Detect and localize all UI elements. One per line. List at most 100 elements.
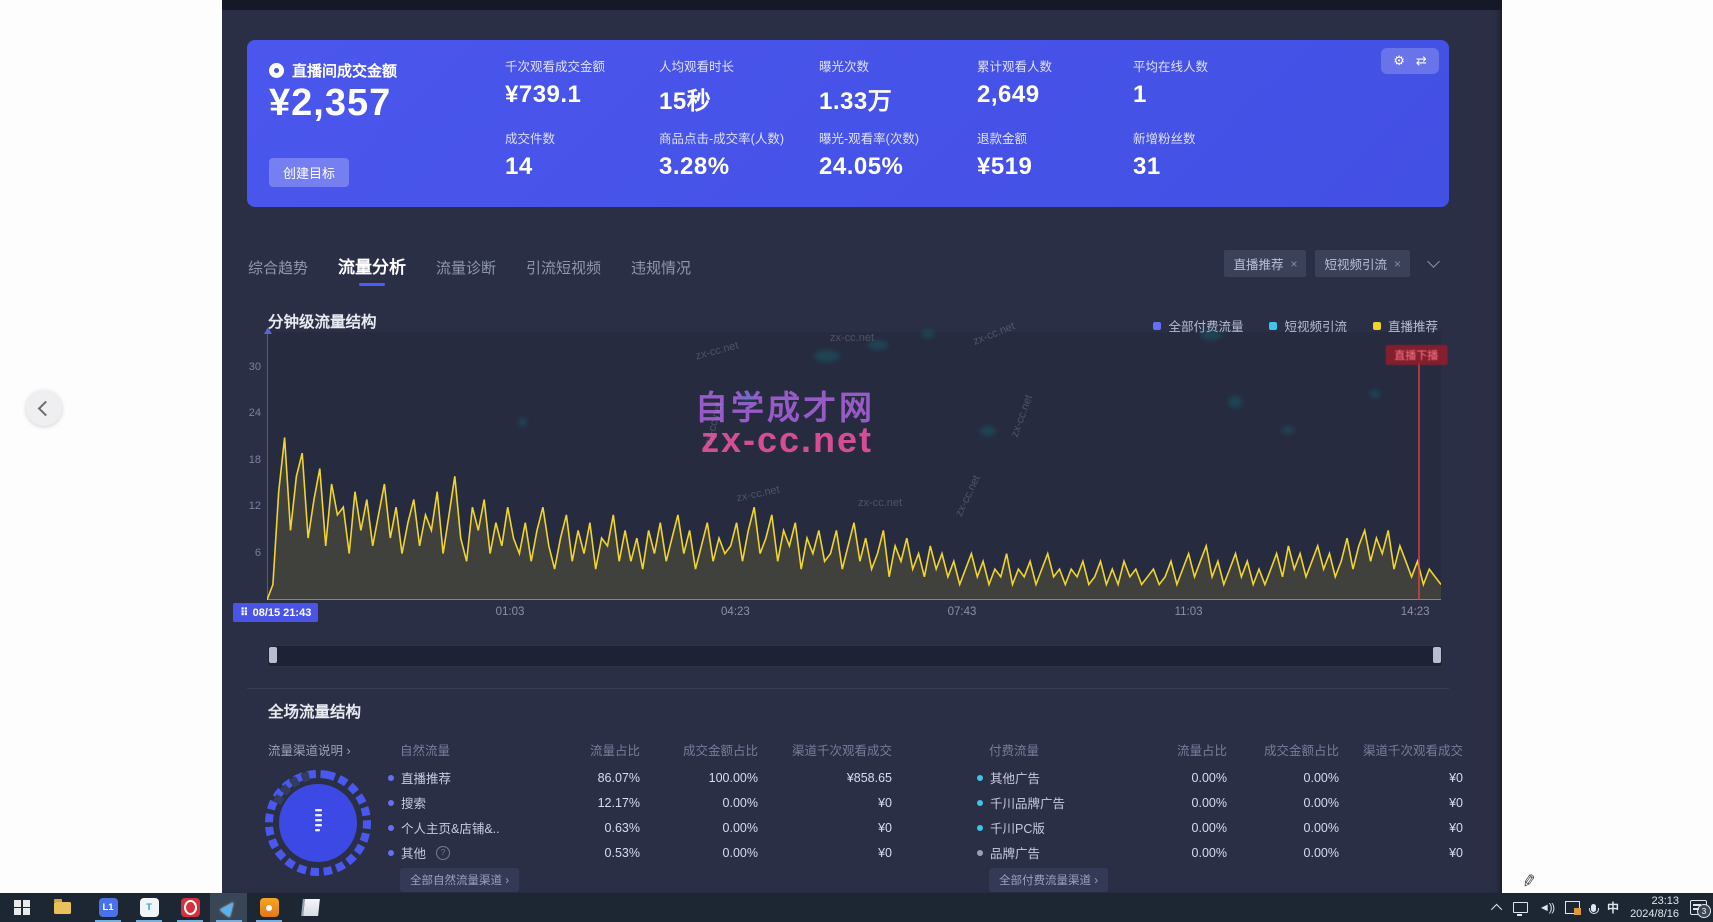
system-tray: ◄)) 中 23:13 2024/8/16 3 xyxy=(1490,893,1711,922)
windows-logo-icon xyxy=(14,899,30,916)
kpi-metric: 曝光-观看率(次数) 24.05% xyxy=(819,132,919,180)
tab-overall-trend[interactable]: 综合趋势 xyxy=(248,260,309,277)
drag-dots-icon: ⠿ xyxy=(240,607,249,619)
page-right-gutter xyxy=(1502,0,1713,893)
taskbar-app-opera[interactable] xyxy=(172,893,208,922)
y-axis-tick: 24 xyxy=(248,407,261,420)
folder-icon xyxy=(53,898,71,914)
kpi-metric: 新增粉丝数 31 xyxy=(1133,132,1196,180)
y-axis-tick: 6 xyxy=(254,546,261,559)
scrollbar-left-handle[interactable] xyxy=(269,647,277,663)
kpi-metrics-grid: 千次观看成交金额 ¥739.1 人均观看时长 15秒 曝光次数 1.33万 累计观看人… xyxy=(505,56,1283,200)
column-header: 自然流量 xyxy=(400,743,451,758)
kpi-panel: 直播间成交金额 ¥2,357 创建目标 千次观看成交金额 ¥739.1 人均观看时… xyxy=(247,40,1449,207)
swap-icon[interactable]: ⇄ xyxy=(1415,53,1427,68)
help-icon[interactable]: ? xyxy=(436,845,451,860)
watermark-scatter: zx-cc.net xyxy=(830,332,875,344)
tab-violations[interactable]: 违规情况 xyxy=(631,260,692,277)
speaker-icon[interactable]: ◄)) xyxy=(1538,901,1555,914)
table-row: 其他广告 0.00% 0.00% ¥0 xyxy=(977,765,1463,790)
all-natural-channels-link[interactable]: 全部自然流量渠道 › xyxy=(400,868,520,892)
legend-item-live-recommend[interactable]: 直播推荐 xyxy=(1372,316,1438,335)
back-button[interactable] xyxy=(26,390,62,426)
legend-swatch xyxy=(1153,321,1162,330)
column-header: 成交金额占比 xyxy=(1263,743,1339,758)
o-app-icon xyxy=(180,898,200,917)
gear-icon[interactable]: ⚙ xyxy=(1393,53,1405,68)
close-icon[interactable]: × xyxy=(1290,256,1298,271)
column-header: 成交金额占比 xyxy=(682,743,758,758)
channel-explain-link[interactable]: 流量渠道说明 › xyxy=(268,744,351,758)
kpi-main-value: ¥2,357 xyxy=(269,82,392,124)
tray-expand-icon[interactable] xyxy=(1490,903,1503,915)
taskbar-file-explorer[interactable] xyxy=(44,893,80,922)
taskbar-app-cursor-active[interactable] xyxy=(210,893,247,922)
table-row: 千川品牌广告 0.00% 0.00% ¥0 xyxy=(977,790,1463,815)
channel-filter-select[interactable]: 直播推荐 × 短视频引流 × xyxy=(1224,250,1440,277)
kpi-metric: 商品点击-成交率(人数) 3.28% xyxy=(659,132,784,180)
scrollbar-right-handle[interactable] xyxy=(1433,647,1441,663)
x-axis-line xyxy=(267,599,1441,600)
close-icon[interactable]: × xyxy=(1393,256,1401,271)
legend-swatch xyxy=(1372,321,1381,330)
kpi-metric: 成交件数 14 xyxy=(505,132,556,180)
ime-indicator[interactable]: 中 xyxy=(1607,901,1620,915)
tab-bar: 综合趋势 流量分析 流量诊断 引流短视频 违规情况 xyxy=(248,250,691,278)
filter-tag[interactable]: 短视频引流 × xyxy=(1315,250,1410,277)
chart-legend: 全部付费流量 短视频引流 直播推荐 xyxy=(1153,316,1438,335)
y-axis-tick: 12 xyxy=(248,500,261,513)
taskbar-app-l1[interactable]: L1 xyxy=(90,893,126,922)
all-paid-channels-link[interactable]: 全部付费流量渠道 › xyxy=(989,868,1109,892)
network-icon[interactable] xyxy=(1512,902,1528,916)
kpi-main-label: 直播间成交金额 xyxy=(292,63,398,80)
legend-item-paid[interactable]: 全部付费流量 xyxy=(1153,316,1243,335)
stream-end-badge: 直播下播 xyxy=(1385,345,1448,365)
snip-tool-icon[interactable] xyxy=(1565,901,1582,915)
filter-tag[interactable]: 直播推荐 × xyxy=(1224,250,1307,277)
table-row: 千川PC版 0.00% 0.00% ¥0 xyxy=(977,815,1463,840)
natural-traffic-table: 自然流量 流量占比 成交金额占比 渠道千次观看成交 直播推荐 86.07% 10… xyxy=(388,738,892,892)
taskbar-app-orange[interactable] xyxy=(251,893,287,922)
start-button[interactable] xyxy=(4,893,40,922)
tab-traffic-analysis[interactable]: 流量分析 xyxy=(338,253,406,278)
clock[interactable]: 23:13 2024/8/16 xyxy=(1630,895,1679,920)
t-app-icon: T xyxy=(139,898,159,917)
traffic-donut-chart xyxy=(265,770,371,876)
microphone-icon[interactable] xyxy=(1588,903,1599,914)
watermark-site-url: zx-cc.net xyxy=(700,419,874,460)
y-axis xyxy=(267,332,268,600)
table-row: 搜索 12.17% 0.00% ¥0 xyxy=(388,790,892,815)
notification-badge: 3 xyxy=(1697,904,1711,918)
action-center-icon[interactable]: 3 xyxy=(1690,900,1711,918)
kpi-metric: 曝光次数 1.33万 xyxy=(819,60,893,115)
window-top-bar xyxy=(222,0,1502,10)
stream-end-marker-line xyxy=(1417,362,1420,600)
app-window: 直播间成交金额 ¥2,357 创建目标 千次观看成交金额 ¥739.1 人均观看时… xyxy=(222,0,1502,893)
tab-traffic-diagnosis[interactable]: 流量诊断 xyxy=(436,260,497,277)
create-goal-button[interactable]: 创建目标 xyxy=(269,158,350,187)
legend-item-short-video[interactable]: 短视频引流 xyxy=(1269,316,1347,335)
y-axis-arrow xyxy=(263,327,272,334)
table-row: 直播推荐 86.07% 100.00% ¥858.65 xyxy=(388,765,892,790)
kpi-metric: 平均在线人数 1 xyxy=(1133,60,1209,108)
table-row: 其他? 0.53% 0.00% ¥0 xyxy=(388,840,892,865)
y-axis-tick: 30 xyxy=(248,361,261,373)
column-header: 渠道千次观看成交 xyxy=(1362,743,1463,758)
x-axis-tick: 07:43 xyxy=(947,606,977,618)
series-line-2 xyxy=(267,437,1441,600)
taskbar-app-t[interactable]: T xyxy=(131,893,167,922)
x-axis-tick: 04:23 xyxy=(721,606,750,618)
x-axis-tick: 14:23 xyxy=(1400,606,1430,618)
column-header: 付费流量 xyxy=(989,743,1040,758)
x-axis-start-chip[interactable]: ⠿ 08/15 21:43 xyxy=(233,603,319,622)
chart-scrollbar[interactable] xyxy=(267,645,1443,667)
taskbar-app-notepad[interactable] xyxy=(292,893,328,922)
chevron-left-icon xyxy=(37,400,54,416)
tab-short-video[interactable]: 引流短视频 xyxy=(526,260,602,277)
kpi-metric: 退款金额 ¥519 xyxy=(977,132,1033,180)
chevron-down-icon[interactable] xyxy=(1427,255,1440,268)
minute-traffic-chart[interactable]: 直播下播 ⠿ 08/15 21:43 6 12 18 24 30 01:03 04:23 0… xyxy=(233,327,1448,622)
kpi-metric: 累计观看人数 2,649 xyxy=(977,60,1053,108)
watermark-scatter: zx-cc.net xyxy=(858,497,903,509)
kpi-metric: 人均观看时长 15秒 xyxy=(659,60,735,115)
